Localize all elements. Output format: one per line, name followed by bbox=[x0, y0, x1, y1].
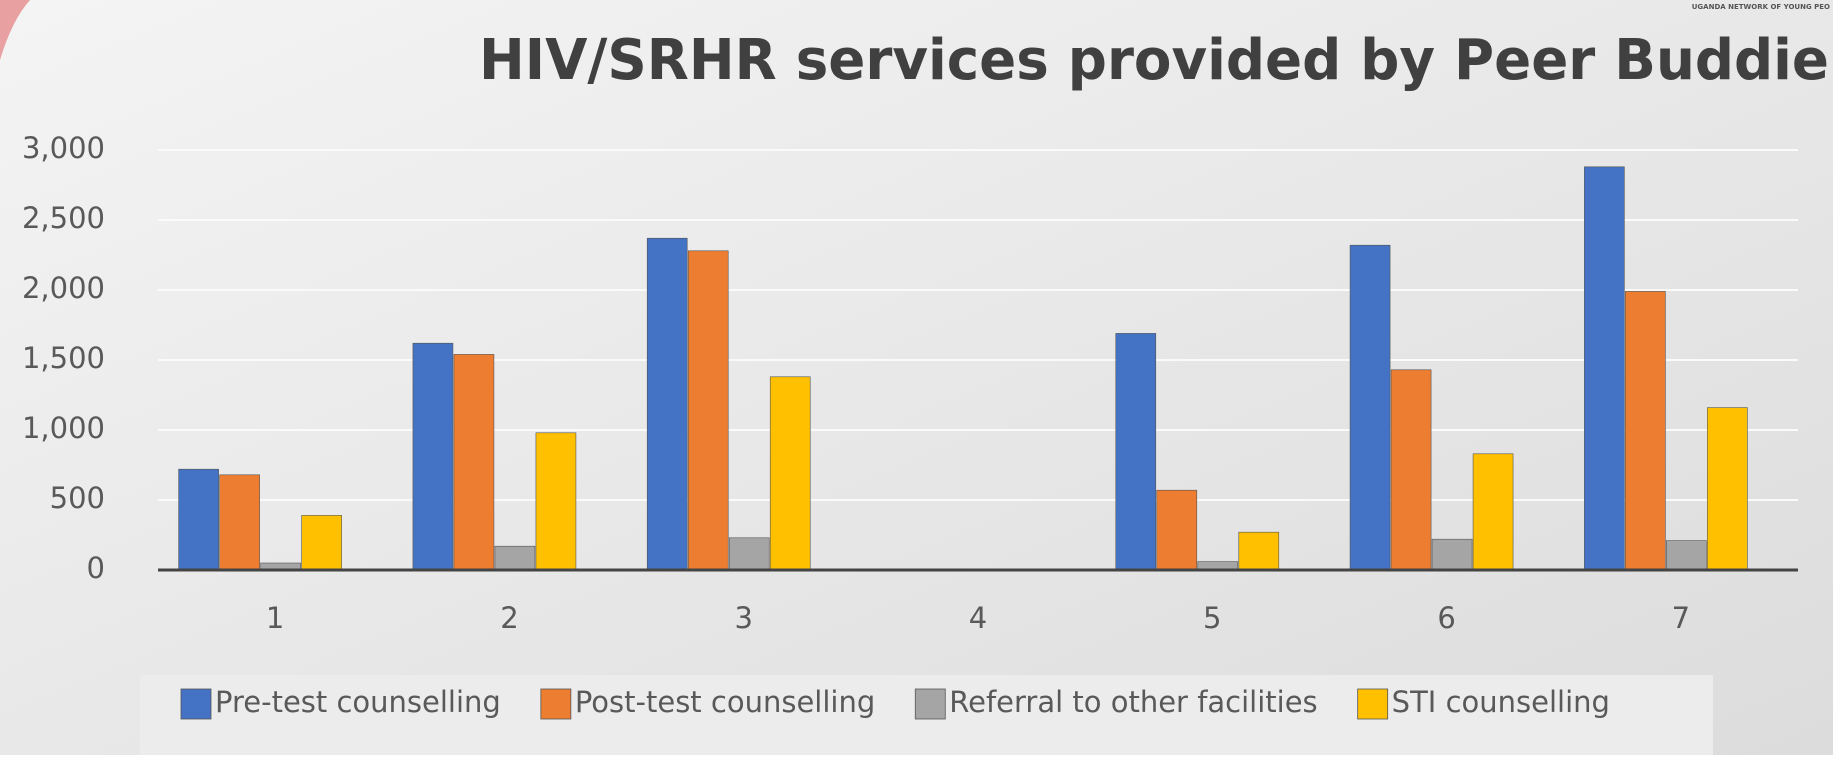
legend-swatch bbox=[180, 688, 212, 720]
bar bbox=[1431, 538, 1473, 571]
legend-label: Referral to other facilities bbox=[949, 685, 1317, 719]
legend-label: STI counselling bbox=[1392, 685, 1610, 719]
bar bbox=[178, 468, 219, 571]
x-tick-label: 6 bbox=[1437, 601, 1455, 635]
legend-label: Pre-test counselling bbox=[215, 685, 501, 719]
legend-label: Post-test counselling bbox=[575, 685, 875, 719]
bar bbox=[769, 376, 811, 571]
bar bbox=[728, 537, 770, 571]
bar bbox=[219, 474, 260, 571]
bar bbox=[1584, 166, 1625, 571]
bar bbox=[1666, 540, 1707, 571]
chart-title: HIV/SRHR services provided by Peer Buddi… bbox=[479, 28, 1829, 93]
y-tick-label: 2,500 bbox=[22, 201, 105, 235]
y-tick-label: 0 bbox=[87, 551, 105, 585]
bar bbox=[1156, 489, 1198, 571]
x-tick-label: 7 bbox=[1672, 601, 1690, 635]
bar bbox=[1472, 453, 1514, 571]
bar bbox=[1390, 369, 1432, 571]
bar bbox=[412, 342, 454, 571]
bar bbox=[535, 432, 577, 571]
header-text: UGANDA NETWORK OF YOUNG PEO bbox=[1692, 3, 1830, 11]
legend-swatch bbox=[1357, 688, 1389, 720]
x-tick-label: 3 bbox=[734, 601, 752, 635]
legend-swatch bbox=[540, 688, 572, 720]
bar bbox=[1707, 407, 1748, 571]
plot-area: 0 500 1,000 1,500 2,000 2,500 3,000 1 2 3 4 5 6 7 bbox=[22, 131, 1798, 635]
bar bbox=[1238, 531, 1280, 571]
bar bbox=[646, 237, 688, 571]
bar bbox=[687, 250, 729, 571]
x-tick-label: 2 bbox=[500, 601, 518, 635]
x-tick-label: 5 bbox=[1203, 601, 1221, 635]
y-tick-label: 3,000 bbox=[22, 131, 105, 165]
y-tick-label: 500 bbox=[50, 481, 105, 515]
bar bbox=[1349, 244, 1391, 571]
bar bbox=[1115, 333, 1157, 571]
corner-decoration bbox=[0, 0, 30, 60]
bar bbox=[301, 515, 342, 571]
bar bbox=[453, 354, 495, 571]
x-tick-label: 1 bbox=[266, 601, 284, 635]
legend-swatch bbox=[914, 688, 946, 720]
bar bbox=[1625, 291, 1666, 571]
bar bbox=[494, 545, 536, 571]
y-tick-label: 2,000 bbox=[22, 271, 105, 305]
x-tick-label: 4 bbox=[969, 601, 987, 635]
y-tick-label: 1,500 bbox=[22, 341, 105, 375]
y-tick-label: 1,000 bbox=[22, 411, 105, 445]
legend: Pre-test counselling Post-test counsellin… bbox=[180, 685, 1610, 720]
